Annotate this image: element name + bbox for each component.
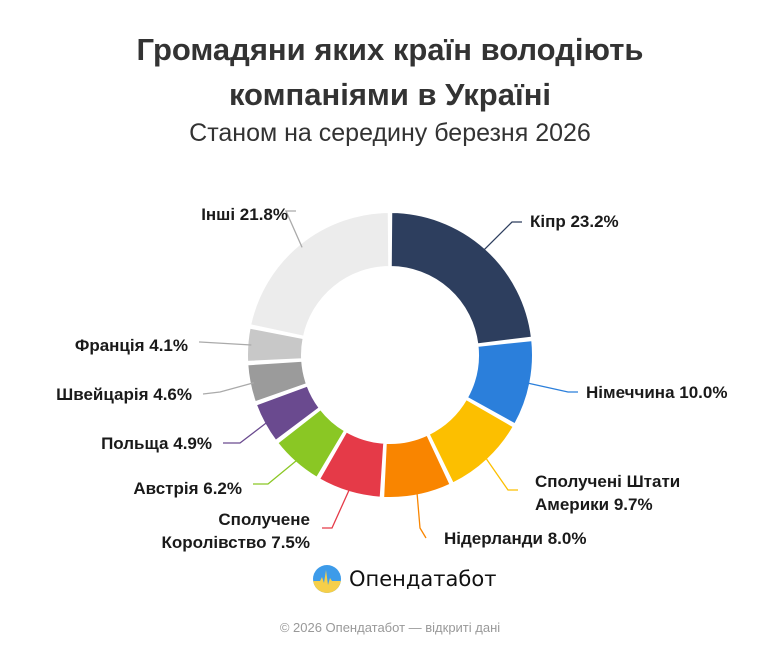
donut-segment — [249, 211, 391, 338]
leader-line — [482, 221, 522, 252]
leader-line — [199, 341, 252, 346]
leader-line — [526, 382, 578, 393]
segment-label-line1: Франція 4.1% — [74, 336, 188, 355]
segment-label-line1: Австрія 6.2% — [133, 479, 242, 498]
donut-segments — [246, 211, 534, 499]
donut-segment — [246, 359, 308, 404]
leader-line — [285, 210, 303, 248]
segment-label-line1: Сполучені Штати — [535, 472, 681, 491]
segment-label: Франція 4.1% — [20, 334, 188, 357]
donut-segment — [318, 430, 386, 499]
chart-title-line1: Громадяни яких країн володіють — [136, 32, 644, 67]
segment-label-line2: Америки 9.7% — [535, 495, 653, 514]
leader-line — [322, 487, 351, 529]
segment-label: Кіпр 23.2% — [530, 210, 619, 233]
segment-label: Нідерланди 8.0% — [444, 527, 586, 550]
segment-label-line1: Кіпр 23.2% — [530, 212, 619, 231]
segment-label: Інші 21.8% — [60, 203, 288, 226]
donut-segment — [246, 326, 305, 363]
segment-label-line1: Нідерланди 8.0% — [444, 529, 587, 548]
leader-line — [202, 382, 254, 395]
donut-segment — [465, 339, 534, 426]
segment-label-line1: Швейцарія 4.6% — [56, 385, 192, 404]
brand-name: Опендатабот — [349, 567, 497, 591]
donut-segment — [427, 398, 515, 485]
segment-label: Сполучені Штати Америки 9.7% — [535, 470, 680, 516]
segment-label: Австрія 6.2% — [60, 477, 242, 500]
leader-line — [223, 421, 269, 444]
segment-label-line2: Королівство 7.5% — [161, 533, 310, 552]
leader-line — [253, 458, 299, 485]
donut-segment — [254, 384, 321, 442]
chart-subtitle: Станом на середину березня 2026 — [189, 119, 591, 147]
opendatabot-logo-icon — [313, 565, 341, 593]
segment-label-line1: Німеччина 10.0% — [586, 383, 728, 402]
leader-line — [416, 491, 427, 539]
brand: Опендатабот — [312, 564, 496, 594]
segment-label-line1: Інші 21.8% — [201, 205, 288, 224]
leader-line — [484, 456, 518, 491]
segment-label: Польща 4.9% — [40, 432, 212, 455]
segment-label-line1: Сполучене — [218, 510, 310, 529]
donut-segment — [382, 433, 452, 499]
footer-copyright: © 2026 Опендатабот — відкриті дані — [279, 620, 501, 635]
leader-lines — [199, 210, 578, 539]
segment-label-line1: Польща 4.9% — [101, 434, 212, 453]
segment-label: Німеччина 10.0% — [586, 381, 727, 404]
segment-label: Сполучене Королівство 7.5% — [120, 508, 310, 554]
segment-label: Швейцарія 4.6% — [20, 383, 192, 406]
donut-segment — [389, 211, 533, 346]
chart-title-line2: компаніями в Україні — [228, 77, 552, 112]
donut-segment — [276, 408, 347, 479]
